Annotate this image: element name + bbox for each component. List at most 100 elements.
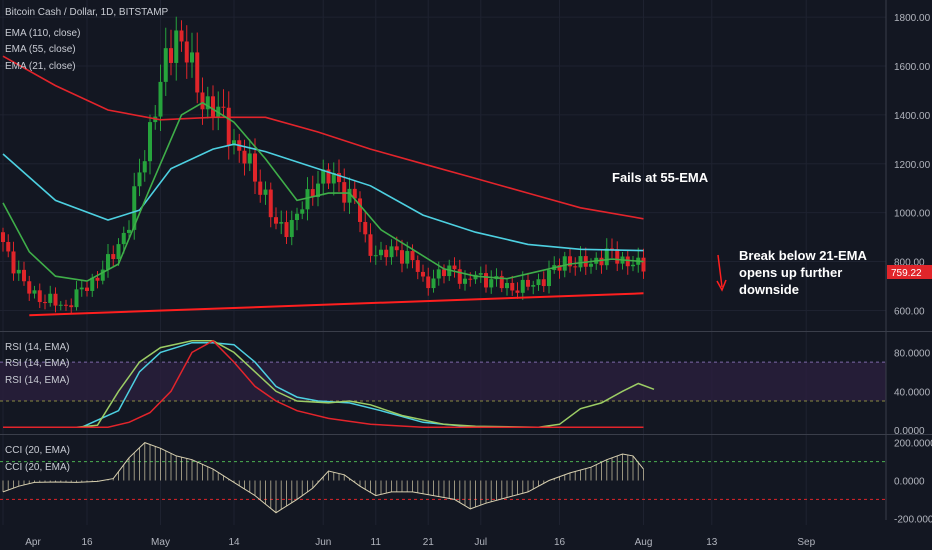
price-tick-label: 800.00 (894, 258, 925, 269)
candle-body (300, 209, 305, 214)
price-tick-label: 600.00 (894, 306, 925, 317)
candle-body (347, 188, 352, 203)
candle-body (100, 269, 105, 281)
candle-body (331, 173, 336, 184)
candle-body (22, 269, 26, 282)
date-tick-label: Apr (25, 537, 41, 548)
legend-ema55: EMA (55, close) (5, 44, 76, 55)
candle-body (568, 256, 572, 267)
price-badge-bg (887, 265, 932, 279)
candle-body (478, 273, 483, 275)
candle-body (389, 246, 394, 258)
date-tick-label: Jul (474, 537, 487, 548)
candle-body (431, 278, 436, 289)
candle-body (599, 257, 604, 266)
cci-legend-1: CCI (20, EMA) (5, 445, 70, 456)
candle-body (1, 232, 5, 242)
candle-body (295, 213, 299, 221)
candle-body (253, 153, 257, 182)
candle-body (473, 274, 478, 280)
candle-body (205, 96, 210, 110)
annotation-break-line3: downside (739, 282, 799, 297)
candle-body (163, 48, 168, 82)
candle-body (610, 248, 614, 250)
candle-body (316, 183, 320, 198)
candle-body (526, 279, 530, 287)
date-tick-label: Aug (635, 537, 653, 548)
rsi-tick-label: 0.0000 (894, 426, 925, 437)
candle-body (505, 282, 509, 289)
rsi-legend-3: RSI (14, EMA) (5, 375, 69, 386)
date-tick-label: 13 (706, 537, 718, 548)
ema55-line (2, 143, 644, 252)
arrow-shaft (717, 254, 723, 288)
date-tick-label: 21 (423, 537, 435, 548)
candle-body (53, 293, 58, 306)
candle-body (242, 150, 247, 164)
date-tick-label: Sep (797, 537, 815, 548)
candle-body (116, 244, 121, 260)
candle-body (457, 269, 462, 284)
candle-body (64, 304, 68, 306)
candle-body (604, 248, 609, 266)
candle-body (531, 285, 536, 287)
candle-body (358, 198, 362, 222)
down-arrow (716, 254, 727, 292)
candle-body (510, 282, 515, 291)
candle-body (379, 249, 383, 256)
candle-body (58, 304, 63, 306)
candle-body (463, 278, 467, 284)
candle-body (573, 266, 578, 268)
candle-body (562, 256, 567, 271)
support-trendline (29, 292, 644, 317)
candle-body (394, 246, 399, 251)
candle-body (195, 52, 200, 93)
candle-body (274, 217, 278, 224)
candle-body (11, 251, 16, 274)
candle-body (310, 189, 315, 198)
candle-body (43, 302, 47, 304)
candle-body (211, 96, 215, 117)
candle-body (184, 41, 189, 63)
ema21-line (2, 101, 644, 282)
candle-body (452, 265, 457, 270)
candle-body (121, 232, 126, 245)
candle-body (499, 276, 504, 289)
candle-body (169, 48, 173, 63)
annotation-fails: Fails at 55-EMA (612, 170, 709, 185)
rsi-band-fill (0, 362, 886, 401)
candle-body (363, 221, 368, 235)
cci-tick-label: 0.0000 (894, 477, 925, 488)
date-tick-label: May (151, 537, 170, 548)
candle-body (226, 107, 231, 146)
candle-body (174, 30, 179, 63)
candles (1, 16, 646, 314)
rsi-line-1 (3, 341, 644, 428)
candle-body (179, 30, 184, 42)
candle-body (442, 269, 446, 277)
candle-body (106, 254, 110, 270)
candle-body (69, 305, 74, 308)
candle-body (536, 279, 541, 286)
candle-body (515, 290, 520, 293)
chart-title: Bitcoin Cash / Dollar, 1D, BITSTAMP (5, 7, 169, 18)
candle-body (142, 161, 147, 173)
cci-guide-lines (0, 461, 886, 500)
candle-body (32, 290, 37, 294)
axes: 1800.00 1600.00 1400.00 1200.00 1000.00 800.0… (25, 0, 932, 548)
rsi-tick-label: 40.0000 (894, 387, 931, 398)
candle-body (321, 169, 326, 184)
candle-body (368, 234, 373, 256)
cci-line (2, 442, 644, 514)
candle-body (631, 264, 635, 267)
price-badge: 759.22 (891, 268, 922, 279)
candle-body (337, 173, 341, 183)
date-tick-label: 11 (371, 537, 382, 548)
candle-body (400, 250, 404, 264)
candle-body (405, 251, 410, 264)
candle-body (625, 256, 630, 267)
candle-body (79, 287, 84, 290)
candle-body (279, 222, 284, 224)
date-tick-label: 16 (81, 537, 93, 548)
